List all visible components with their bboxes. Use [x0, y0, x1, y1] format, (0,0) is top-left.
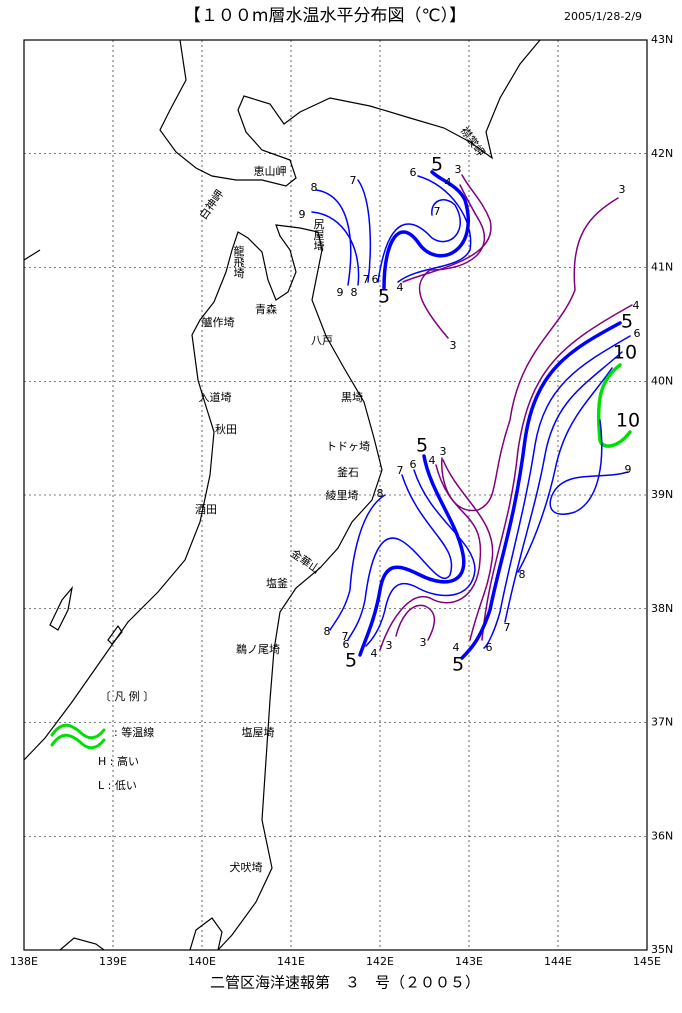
contour-label: 7 [504, 621, 511, 634]
contour-label: 4 [453, 641, 460, 654]
lon-label: 144E [544, 955, 572, 968]
lat-label: 37N [651, 716, 673, 729]
contour-label: 7 [434, 205, 441, 218]
lat-label: 43N [651, 33, 673, 46]
contour-label: 5 [452, 654, 464, 676]
contour-label: 6 [410, 166, 417, 179]
place-name: 鵜ノ尾埼 [236, 642, 280, 656]
contour-label: 8 [351, 286, 358, 299]
contour-label: 5 [416, 435, 428, 457]
contour-label: 5 [621, 311, 633, 333]
place-name: 襟裳岬 [458, 124, 488, 159]
contour-label: 4 [397, 281, 404, 294]
place-name: 白神岬 [196, 187, 226, 222]
footer: 二管区海洋速報第 ３ 号（２００５） [210, 974, 480, 992]
lat-label: 42N [651, 147, 673, 160]
place-name: 艫作埼 [202, 315, 235, 329]
lat-label: 36N [651, 829, 673, 842]
contour-label: 4 [429, 454, 436, 467]
lon-label: 142E [366, 955, 394, 968]
lat-label: 39N [651, 488, 673, 501]
contour-label: 6 [372, 273, 379, 286]
contour-label: 5 [431, 154, 443, 176]
place-name: 入道埼 [199, 390, 232, 404]
lon-label: 140E [188, 955, 216, 968]
place-name: 釜石 [337, 465, 359, 479]
contour-label: 8 [377, 487, 384, 500]
contour-label: 3 [440, 445, 447, 458]
contour-label: 8 [519, 568, 526, 581]
lat-label: 40N [651, 374, 673, 387]
lon-label: 143E [455, 955, 483, 968]
legend-isotherm-label: : 等温線 [114, 725, 154, 739]
contour-label: 7 [350, 174, 357, 187]
place-name: トドヶ埼 [326, 439, 370, 453]
place-name: 龍飛埼 [232, 244, 245, 278]
contour-label: 5 [378, 286, 390, 308]
legend-high: H : 高い [98, 754, 139, 768]
contour-label: 3 [450, 339, 457, 352]
legend-low: L : 低い [98, 779, 137, 792]
contour-label: 6 [343, 638, 350, 651]
contour-label: 6 [410, 458, 417, 471]
place-name: 塩釜 [266, 576, 288, 590]
contour-label: 3 [386, 639, 393, 652]
coastline [23, 39, 541, 951]
place-name: 恵山岬 [254, 164, 287, 178]
contour-label: 5 [345, 650, 357, 672]
lon-label: 138E [10, 955, 38, 968]
contour-label: 9 [299, 208, 306, 221]
contour-label: 7 [397, 464, 404, 477]
place-name: 尻屋埼 [312, 219, 325, 252]
contour-label: 3 [455, 163, 462, 176]
place-name: 綾里埼 [326, 488, 359, 502]
place-name: 黒埼 [341, 390, 363, 404]
contour-label: 9 [625, 463, 632, 476]
title: 【１００m層水温水平分布図（℃）】 [184, 6, 466, 26]
contour-label: 8 [324, 625, 331, 638]
legend-isotherm [50, 723, 106, 740]
date: 2005/1/28-2/9 [564, 10, 642, 23]
contour-label: 4 [633, 299, 640, 312]
place-name: 金華山 [288, 546, 323, 576]
contour-label: 6 [486, 641, 493, 654]
place-name: 青森 [255, 302, 277, 316]
contour-label: 7 [342, 630, 349, 643]
lat-label: 38N [651, 602, 673, 615]
contour-label: 3 [619, 183, 626, 196]
place-name: 八戸 [311, 334, 333, 347]
graticule [24, 40, 647, 950]
contour-label: 6 [634, 327, 641, 340]
lat-label: 35N [651, 943, 673, 956]
labels: 138E 139E 140E 141E 142E 143E 144E 145E35N36N37… [10, 33, 673, 968]
place-name: 秋田 [215, 422, 237, 436]
lon-label: 141E [277, 955, 305, 968]
contour-label: 4 [371, 647, 378, 660]
contour-label: 3 [420, 636, 427, 649]
contour-label: 9 [337, 286, 344, 299]
place-name: 酒田 [195, 503, 217, 516]
contour-label: 7 [363, 273, 370, 286]
place-name: 塩屋埼 [242, 725, 275, 739]
legend-isotherm [50, 733, 106, 750]
lat-label: 41N [651, 261, 673, 274]
lon-label: 145E [633, 955, 661, 968]
contour-label: 10 [613, 342, 637, 364]
contour-label: 10 [616, 410, 640, 432]
contour-label: 4 [445, 176, 452, 189]
place-name: 犬吠埼 [230, 860, 263, 874]
legend-title: 〔 凡 例 〕 [100, 689, 155, 703]
isotherms [311, 170, 633, 660]
lon-label: 139E [99, 955, 127, 968]
contour-label: 8 [311, 181, 318, 194]
